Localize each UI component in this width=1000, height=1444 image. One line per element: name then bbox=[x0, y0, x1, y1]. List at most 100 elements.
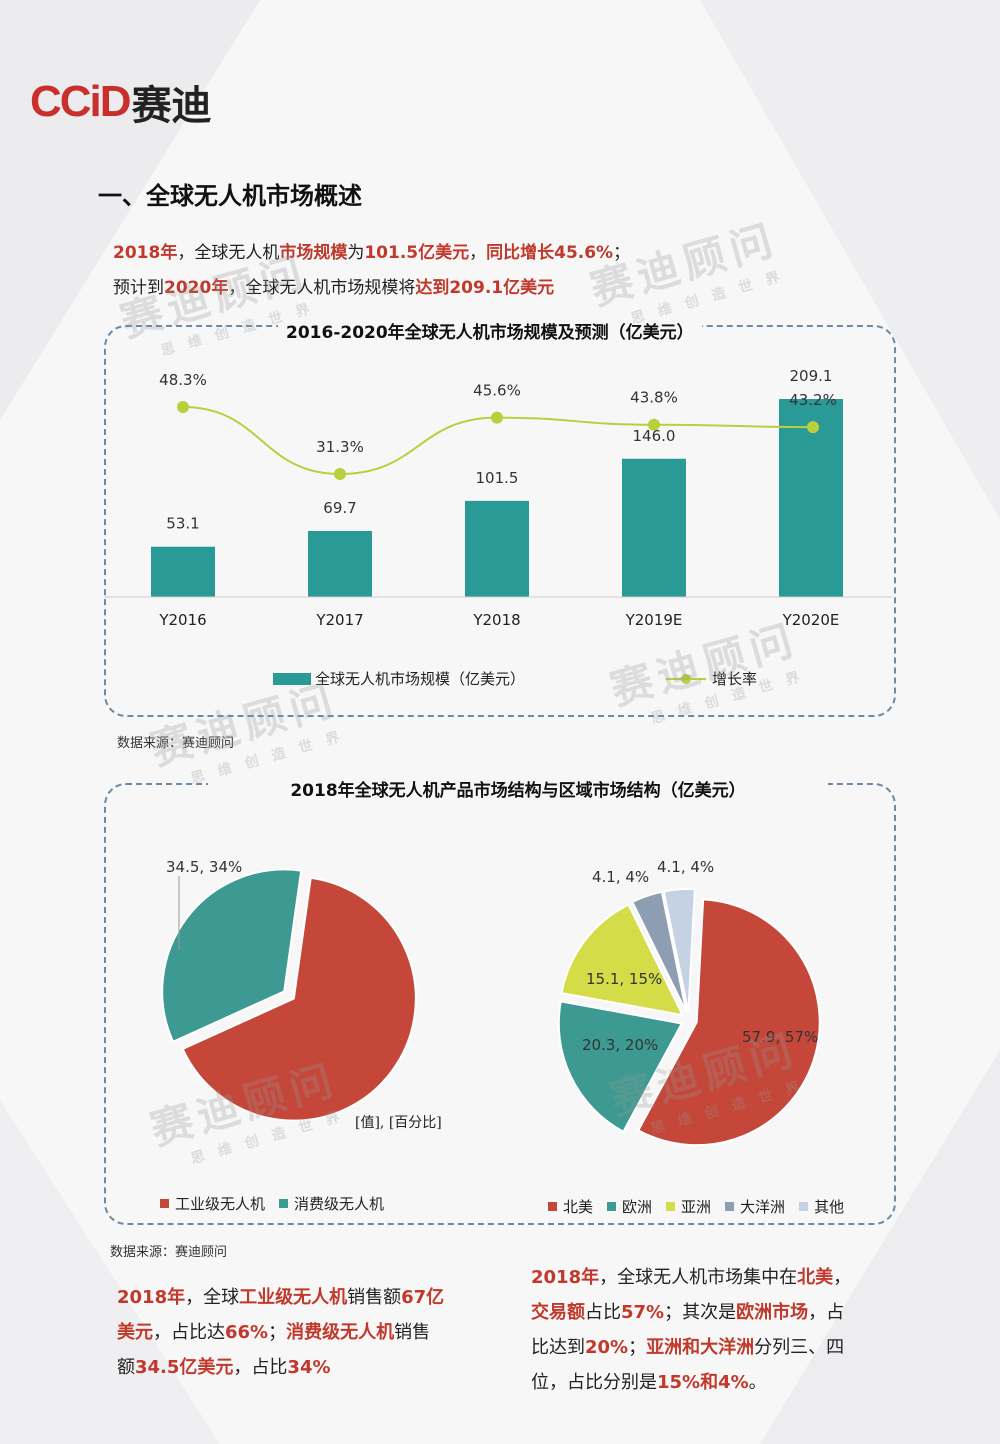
logo-latin: CCiD bbox=[30, 77, 132, 126]
legend-label: 大洋洲 bbox=[740, 1198, 786, 1216]
highlight-text: 20% bbox=[585, 1337, 629, 1358]
legend-swatch bbox=[725, 1202, 735, 1211]
body-text: ；其次是 bbox=[664, 1302, 737, 1323]
summary-line: 额34.5亿美元，占比34% bbox=[117, 1350, 444, 1385]
body-text: 占比 bbox=[585, 1302, 621, 1323]
growth-rate-point bbox=[334, 468, 346, 480]
bar-value-label: 101.5 bbox=[476, 469, 519, 487]
growth-rate-label: 31.3% bbox=[316, 438, 364, 456]
pie2-legend: 北美 欧洲 亚洲 大洋洲 其他 bbox=[548, 1196, 858, 1217]
chart2-svg: 34.5, 34% 57.9, 57% 20.3, 20% 15.1, 15% 4.1… bbox=[161, 858, 821, 1147]
pie1-legend: 工业级无人机 消费级无人机 bbox=[160, 1193, 398, 1214]
body-text: ，全球无人机市场集中在 bbox=[599, 1267, 798, 1288]
highlight-text: 达到209.1亿美元 bbox=[415, 278, 555, 298]
highlight-text: 67亿 bbox=[401, 1287, 445, 1308]
body-text: ，占 bbox=[808, 1302, 845, 1323]
chart1-legend-bar: 全球无人机市场规模（亿美元） bbox=[273, 668, 525, 689]
bar-Y2016 bbox=[151, 546, 215, 597]
body-text: 预计到 bbox=[113, 278, 164, 298]
bar-value-label: 209.1 bbox=[790, 367, 833, 385]
legend-item: 亚洲 bbox=[666, 1196, 711, 1217]
highlight-text: 2018年 bbox=[113, 243, 178, 263]
ccid-logo: CCiD 赛迪 bbox=[30, 70, 212, 134]
growth-rate-line bbox=[182, 406, 814, 476]
growth-rate-label: 43.8% bbox=[630, 389, 678, 407]
highlight-text: 亚洲和大洋洲 bbox=[646, 1337, 755, 1358]
growth-rate-label: 45.6% bbox=[473, 382, 521, 400]
pie-slice-亚洲 bbox=[560, 903, 685, 1017]
legend-item: 欧洲 bbox=[607, 1196, 652, 1217]
legend-label: 欧洲 bbox=[622, 1198, 653, 1216]
body-text: ，全球无人机市场规模将 bbox=[228, 278, 416, 298]
growth-rate-point bbox=[491, 411, 503, 424]
highlight-text: 2018年 bbox=[117, 1287, 186, 1308]
pie2-slice-label: 4.1, 4% bbox=[657, 858, 714, 876]
highlight-text: 15%和4% bbox=[657, 1372, 749, 1393]
bar-Y2017 bbox=[308, 531, 372, 597]
summary-line: 2018年，全球工业级无人机销售额67亿 bbox=[117, 1280, 444, 1315]
legend-label-line: 增长率 bbox=[712, 670, 758, 688]
pie-slice-欧洲 bbox=[557, 1000, 684, 1134]
chart1-legend-line: 增长率 bbox=[666, 668, 757, 689]
body-text: ， bbox=[833, 1267, 852, 1288]
summary-line: 比达到20%；亚洲和大洋洲分列三、四 bbox=[531, 1330, 851, 1365]
body-text: 位，占比分别是 bbox=[531, 1372, 657, 1393]
pie2-slice-label: 57.9, 57% bbox=[742, 1028, 818, 1046]
body-text: ， bbox=[469, 243, 487, 263]
legend-swatch bbox=[279, 1199, 289, 1208]
legend-swatch bbox=[548, 1202, 557, 1211]
pie1-slice-label: 34.5, 34% bbox=[166, 858, 242, 876]
legend-label: 其他 bbox=[814, 1198, 845, 1216]
pie-slice-工业级无人机 bbox=[181, 876, 417, 1122]
pie2-slice-label: 15.1, 15% bbox=[586, 970, 662, 988]
legend-item: 工业级无人机 bbox=[160, 1193, 265, 1214]
chart2-source: 数据来源：赛迪顾问 bbox=[110, 1245, 228, 1260]
legend-swatch bbox=[799, 1202, 809, 1211]
intro-line-1: 2018年，全球无人机市场规模为101.5亿美元，同比增长45.6%； bbox=[113, 238, 630, 263]
highlight-text: 工业级无人机 bbox=[239, 1287, 348, 1308]
highlight-text: 同比增长45.6% bbox=[486, 243, 614, 263]
highlight-text: 北美 bbox=[797, 1267, 834, 1288]
chart1-title: 2016-2020年全球无人机市场规模及预测（亿美元） bbox=[278, 318, 702, 343]
pie-slice-消费级无人机 bbox=[161, 868, 303, 1044]
bar-Y2019E bbox=[622, 458, 686, 597]
legend-swatch-line bbox=[666, 673, 706, 684]
summary-line: 2018年，全球无人机市场集中在北美， bbox=[531, 1260, 851, 1295]
x-tick-label: Y2019E bbox=[625, 611, 683, 629]
legend-swatch bbox=[160, 1199, 169, 1208]
legend-swatch bbox=[607, 1202, 617, 1211]
highlight-text: 34% bbox=[287, 1357, 331, 1378]
legend-item: 北美 bbox=[548, 1196, 593, 1217]
body-text: ； bbox=[613, 243, 631, 263]
body-text: ，占比达 bbox=[153, 1322, 225, 1343]
growth-rate-point bbox=[648, 418, 660, 431]
body-text: 销售 bbox=[394, 1322, 431, 1343]
highlight-text: 2018年 bbox=[531, 1267, 600, 1288]
pie2-slice-label: 4.1, 4% bbox=[592, 868, 649, 886]
pie2-slice-label: 20.3, 20% bbox=[582, 1036, 658, 1054]
legend-label: 亚洲 bbox=[681, 1198, 712, 1216]
body-text: 分列三、四 bbox=[754, 1337, 845, 1358]
body-text: ，全球无人机 bbox=[177, 243, 280, 263]
highlight-text: 消费级无人机 bbox=[286, 1322, 395, 1343]
pie-slice-其他 bbox=[662, 888, 696, 1013]
legend-swatch-bar bbox=[273, 672, 311, 685]
highlight-text: 34.5亿美元 bbox=[135, 1357, 234, 1378]
body-text: 为 bbox=[347, 243, 365, 263]
highlight-text: 101.5亿美元 bbox=[364, 243, 470, 263]
highlight-text: 欧洲市场 bbox=[736, 1302, 809, 1323]
legend-label: 消费级无人机 bbox=[294, 1195, 385, 1213]
highlight-text: 交易额 bbox=[531, 1302, 585, 1323]
growth-rate-point bbox=[177, 401, 189, 413]
chart2-title: 2018年全球无人机产品市场结构与区域市场结构（亿美元） bbox=[208, 776, 828, 801]
intro-line-2: 预计到2020年，全球无人机市场规模将达到209.1亿美元 bbox=[113, 273, 554, 298]
body-text: 。 bbox=[748, 1372, 767, 1393]
bar-Y2018 bbox=[465, 500, 529, 597]
growth-rate-label: 43.2% bbox=[789, 391, 837, 409]
section-title: 一、全球无人机市场概述 bbox=[98, 182, 362, 210]
body-text: ，占比 bbox=[233, 1357, 288, 1378]
summary-right: 2018年，全球无人机市场集中在北美， 交易额占比57%；其次是欧洲市场，占 比达到… bbox=[531, 1260, 851, 1400]
highlight-text: 2020年 bbox=[164, 278, 229, 298]
legend-item: 其他 bbox=[799, 1196, 844, 1217]
